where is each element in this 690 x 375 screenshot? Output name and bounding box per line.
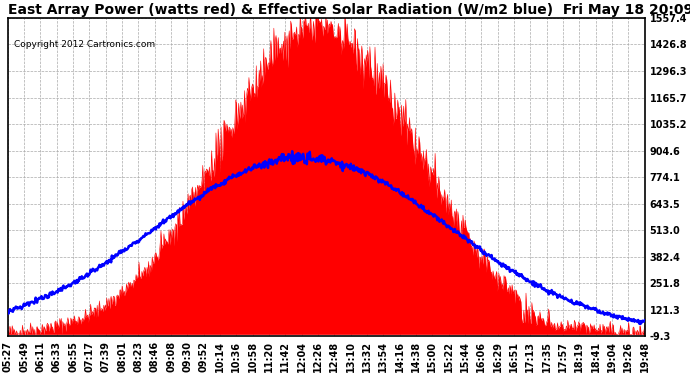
Text: East Array Power (watts red) & Effective Solar Radiation (W/m2 blue)  Fri May 18: East Array Power (watts red) & Effective… <box>8 3 690 17</box>
Text: Copyright 2012 Cartronics.com: Copyright 2012 Cartronics.com <box>14 40 155 49</box>
